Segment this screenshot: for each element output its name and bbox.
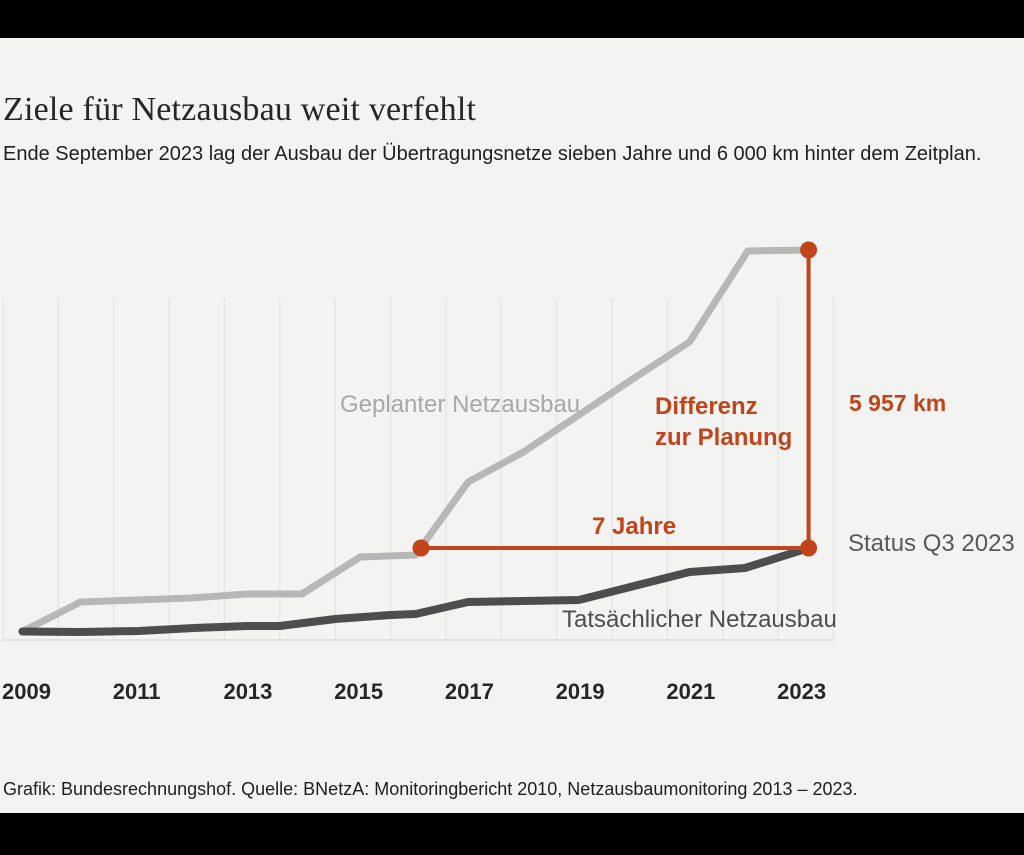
x-tick-2023: 2023	[777, 679, 827, 704]
x-tick-2019: 2019	[555, 679, 605, 704]
planned-line	[18, 246, 813, 635]
end-dot-planned	[800, 241, 818, 259]
x-tick-2021: 2021	[666, 679, 716, 704]
x-tick-2009: 2009	[2, 679, 51, 704]
x-tick-2015: 2015	[334, 679, 384, 704]
bottom-black-bar	[0, 813, 1024, 855]
page-title: Ziele für Netzausbau weit verfehlt	[3, 90, 477, 128]
top-black-bar	[0, 0, 1024, 38]
footer-credit: Grafik: Bundesrechnungshof. Quelle: BNet…	[3, 779, 858, 799]
status-label: Status Q3 2023	[848, 530, 1015, 557]
x-tick-2013: 2013	[223, 679, 273, 704]
x-tick-2011: 2011	[112, 679, 161, 704]
junction-dot	[412, 539, 430, 557]
difference-years-label: 7 Jahre	[592, 513, 677, 540]
end-dot-actual	[800, 539, 818, 557]
actual-series-label: Tatsächlicher Netzausbau	[562, 606, 837, 633]
x-tick-2017: 2017	[444, 679, 494, 704]
page-subtitle: Ende September 2023 lag der Ausbau der Ü…	[3, 143, 982, 165]
actual-line	[18, 544, 813, 636]
difference-km-label: 5 957 km	[849, 390, 947, 416]
planned-series-label: Geplanter Netzausbau	[340, 391, 581, 418]
difference-annotation-label: Differenz zur Planung	[655, 393, 793, 451]
